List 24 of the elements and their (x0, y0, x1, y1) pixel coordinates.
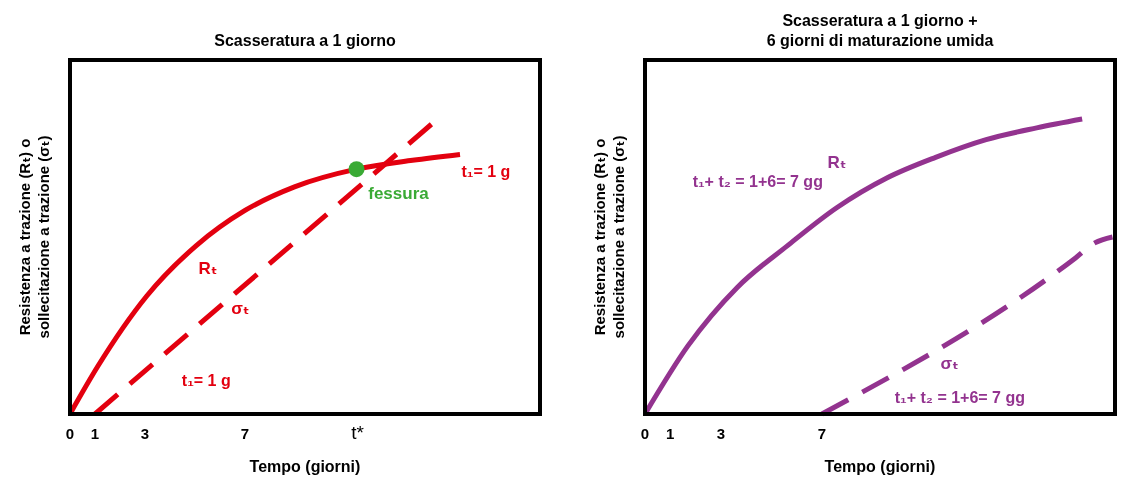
x-tick-label: 1 (666, 425, 675, 442)
chart-title: Scasseratura a 1 giorno + 6 giorni di maturazione umida (766, 12, 994, 49)
x-axis-title: Tempo (giorni) (824, 458, 936, 475)
annotation: t₁+ t₂ = 1+6= 7 gg (692, 173, 823, 191)
y-axis-title: Resistenza a trazione (Rₜ) o sollecitazione a trazione (σₜ) (16, 135, 52, 339)
chart-title: Scasseratura a 1 giorno (214, 32, 396, 49)
series-label: Rₜ (827, 152, 847, 172)
annotation: t₁= 1 g (461, 162, 511, 180)
series-label: σₜ (231, 298, 250, 318)
x-tick-label: 7 (817, 425, 827, 442)
x-tick-label: 7 (240, 425, 250, 442)
x-axis-title: Tempo (giorni) (249, 458, 361, 475)
series-label: Rₜ (198, 258, 218, 278)
y-axis-title: Resistenza a trazione (Rₜ) o sollecitazione a trazione (σₜ) (591, 135, 627, 339)
series-label: σₜ (940, 354, 959, 374)
x-tick-label: 3 (716, 425, 725, 442)
annotation: t₁= 1 g (181, 371, 231, 389)
series-label: fessura (368, 184, 430, 204)
x-tick-label: t* (351, 422, 365, 443)
x-tick-label: 0 (640, 425, 650, 442)
x-tick-label: 0 (65, 425, 75, 442)
x-tick-label: 1 (90, 425, 100, 442)
annotation: t₁+ t₂ = 1+6= 7 gg (894, 389, 1026, 407)
x-tick-label: 3 (140, 425, 150, 442)
